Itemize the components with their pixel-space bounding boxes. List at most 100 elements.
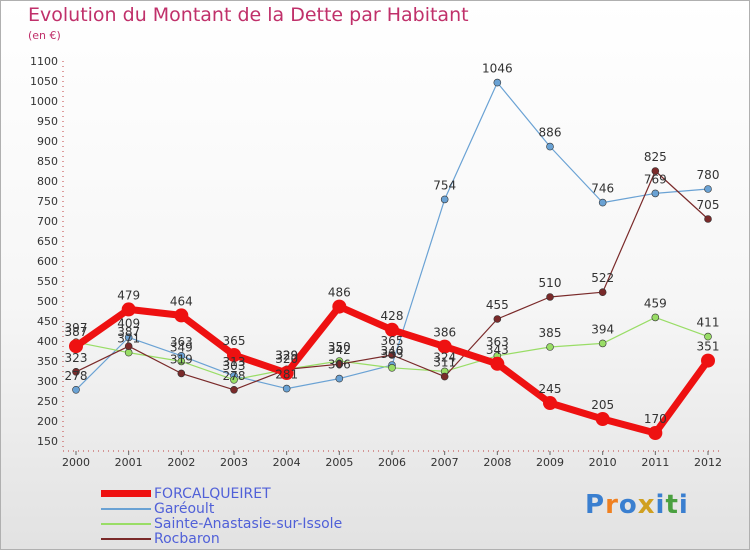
data-point (651, 189, 660, 198)
y-tick-label: 500 (37, 295, 58, 308)
x-tick-label: 2006 (378, 456, 406, 469)
y-tick-label: 900 (37, 135, 58, 148)
data-label: 303 (223, 359, 246, 373)
data-point (440, 372, 449, 381)
data-label: 278 (65, 369, 88, 383)
y-tick-label: 550 (37, 275, 58, 288)
data-label: 306 (328, 358, 351, 372)
data-point (388, 351, 396, 359)
y-tick-label: 700 (37, 215, 58, 228)
data-label: 486 (328, 286, 351, 300)
logo-letter: r (605, 490, 619, 520)
data-label: 363 (486, 335, 509, 349)
chart-subtitle: (en €) (28, 29, 61, 42)
data-label: 1046 (482, 62, 513, 76)
data-point (598, 198, 607, 207)
data-point (648, 426, 663, 440)
data-label: 769 (644, 172, 667, 186)
data-point (69, 339, 83, 354)
data-label: 780 (697, 168, 720, 182)
data-point (230, 385, 238, 394)
data-point (701, 353, 715, 368)
data-label: 464 (170, 294, 193, 308)
data-label: 205 (591, 398, 614, 412)
y-tick-label: 600 (37, 255, 58, 268)
x-tick-label: 2000 (62, 456, 90, 469)
data-label: 387 (65, 325, 88, 339)
x-tick-label: 2009 (536, 456, 564, 469)
data-label: 705 (697, 198, 720, 212)
y-tick-label: 300 (37, 375, 58, 388)
logo-letter: i (655, 490, 666, 520)
x-tick-label: 2012 (694, 456, 722, 469)
x-tick-label: 2008 (483, 456, 511, 469)
y-tick-label: 800 (37, 175, 58, 188)
y-tick-label: 150 (37, 435, 58, 448)
data-point (437, 339, 452, 354)
y-tick-label: 750 (37, 195, 58, 208)
y-tick-label: 1050 (30, 75, 58, 88)
data-point (177, 369, 186, 378)
data-label: 371 (117, 332, 140, 346)
data-label: 342 (328, 343, 351, 357)
legend-label: Sainte-Anastasie-sur-Issole (154, 515, 343, 532)
logo-letter: P (585, 490, 606, 520)
data-point (332, 299, 347, 314)
data-point (543, 396, 557, 410)
legend-swatch (101, 490, 151, 497)
data-label: 340 (381, 344, 404, 358)
data-label: 428 (381, 309, 404, 323)
x-tick-label: 2007 (431, 456, 459, 469)
legend-item: FORCALQUEIRET (101, 485, 342, 502)
data-point (279, 366, 294, 380)
x-tick-label: 2003 (220, 456, 248, 469)
data-label: 319 (170, 352, 193, 366)
data-label: 313 (223, 355, 246, 369)
data-point (177, 357, 186, 366)
data-point (651, 167, 660, 175)
y-tick-label: 250 (37, 395, 58, 408)
data-point (335, 360, 344, 369)
x-tick-label: 2005 (325, 456, 353, 469)
legend: FORCALQUEIRET Garéoult Sainte-Anastasie-su… (101, 485, 343, 547)
legend-swatch (101, 507, 151, 510)
data-point (385, 322, 399, 337)
logo-letter: x (637, 490, 656, 520)
data-point (493, 78, 502, 87)
data-label: 365 (223, 334, 246, 348)
data-label: 886 (539, 126, 562, 140)
data-label: 825 (644, 150, 667, 164)
data-point (651, 313, 660, 322)
data-point (704, 215, 712, 223)
data-point (595, 412, 610, 426)
legend-item: Rocbaron (101, 531, 342, 547)
data-label: 754 (433, 178, 456, 192)
y-tick-label: 650 (37, 235, 58, 248)
x-tick-label: 2002 (167, 456, 195, 469)
data-label: 385 (539, 326, 562, 340)
data-point (124, 333, 133, 342)
data-label: 409 (117, 316, 140, 330)
y-tick-label: 350 (37, 355, 58, 368)
legend-label: FORCALQUEIRET (154, 485, 271, 502)
data-label: 387 (117, 325, 140, 339)
data-label: 365 (381, 334, 404, 348)
data-label: 351 (697, 340, 720, 354)
data-label: 479 (117, 288, 140, 302)
data-point (440, 195, 449, 204)
y-tick-label: 850 (37, 155, 58, 168)
data-point (72, 385, 80, 394)
x-tick-label: 2001 (115, 456, 143, 469)
logo-letter: i (678, 490, 689, 520)
data-point (704, 185, 712, 193)
data-label: 324 (433, 350, 456, 364)
y-tick-label: 200 (37, 415, 58, 428)
data-label: 281 (275, 368, 298, 382)
data-label: 459 (644, 296, 667, 310)
data-label: 350 (328, 340, 351, 354)
data-point (227, 348, 241, 362)
legend-item: Garéoult (101, 501, 342, 517)
data-point (124, 348, 133, 357)
